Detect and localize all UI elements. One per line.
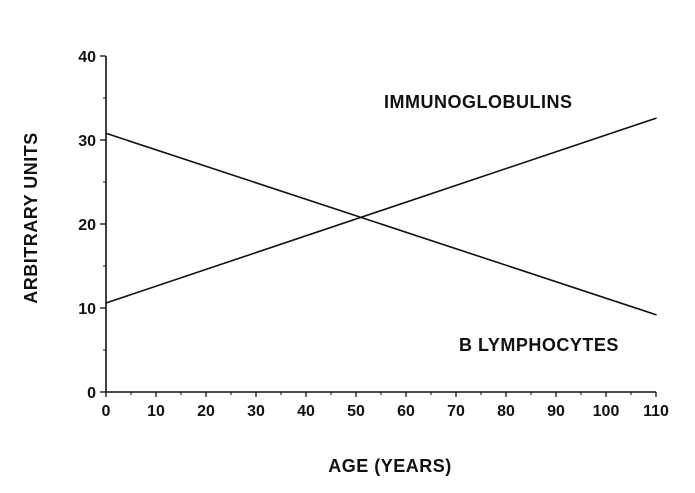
y-axis-title: ARBITRARY UNITS xyxy=(21,132,41,304)
x-tick-label: 20 xyxy=(197,403,215,420)
series-lines xyxy=(105,117,657,316)
x-tick-label: 50 xyxy=(347,403,365,420)
x-tick-label: 40 xyxy=(297,403,315,420)
y-tick-label: 40 xyxy=(78,49,96,66)
y-tick-label: 20 xyxy=(78,217,96,234)
series-line-b-lymphocytes xyxy=(105,132,657,316)
x-tick-label: 70 xyxy=(447,403,465,420)
x-tick-label: 100 xyxy=(593,403,620,420)
series-label-immunoglobulins: IMMUNOGLOBULINS xyxy=(384,92,572,112)
x-tick-label: 90 xyxy=(547,403,565,420)
y-tick-label: 30 xyxy=(78,133,96,150)
series-line-immunoglobulins xyxy=(105,117,657,304)
ticks: 0 10 20 30 40 50 60 70 80 90 100 110 0 10 20 30 40 xyxy=(78,49,669,420)
series-label-b-lymphocytes: B LYMPHOCYTES xyxy=(459,335,619,355)
x-tick-label: 60 xyxy=(397,403,415,420)
x-tick-label: 30 xyxy=(247,403,265,420)
x-tick-label: 10 xyxy=(147,403,165,420)
x-tick-label: 80 xyxy=(497,403,515,420)
y-tick-label: 10 xyxy=(78,301,96,318)
x-tick-label: 110 xyxy=(643,403,669,420)
x-axis-title: AGE (YEARS) xyxy=(328,456,452,476)
y-tick-label: 0 xyxy=(87,385,96,402)
x-tick-label: 0 xyxy=(102,403,111,420)
